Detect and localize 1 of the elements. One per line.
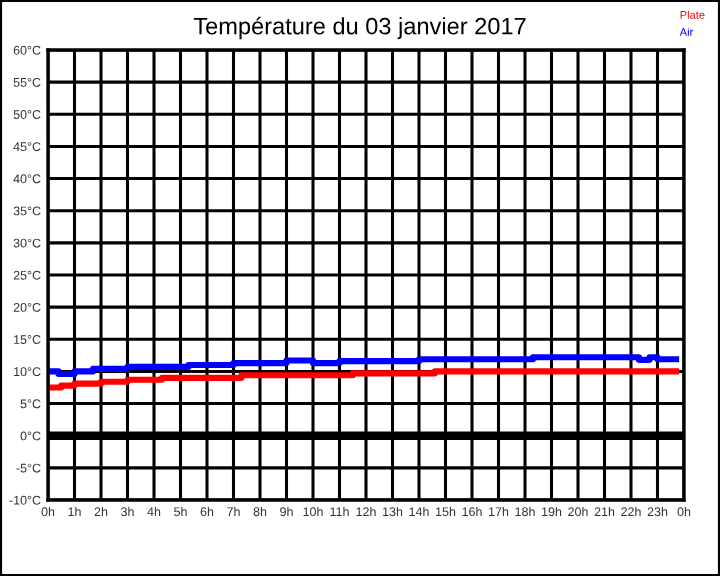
chart-title: Température du 03 janvier 2017 — [193, 16, 526, 40]
